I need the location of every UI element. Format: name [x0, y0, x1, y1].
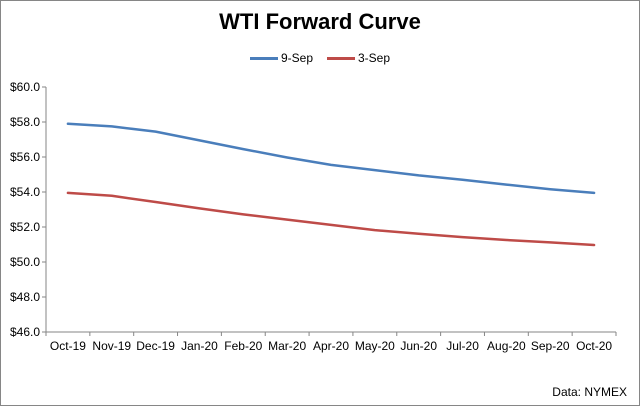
x-tick-label: Apr-20: [313, 339, 349, 353]
legend-item-series-2: 3-Sep: [327, 51, 390, 65]
y-tick-label: $52.0: [10, 220, 40, 234]
legend-label-series-2: 3-Sep: [358, 51, 391, 65]
y-tick-label: $46.0: [10, 325, 40, 339]
series-line-2: [66, 191, 596, 247]
series-line-1: [66, 122, 596, 195]
y-tick-label: $54.0: [10, 185, 40, 199]
y-tick-label: $48.0: [10, 290, 40, 304]
chart-title: WTI Forward Curve: [219, 9, 421, 34]
x-tick-label: Nov-19: [92, 339, 131, 353]
x-tick-label: Feb-20: [224, 339, 262, 353]
legend-swatch-series-1: [249, 56, 278, 60]
x-tick-label: Sep-20: [531, 339, 570, 353]
chart-legend: 9-Sep 3-Sep: [1, 51, 639, 65]
x-tick-label: Dec-19: [136, 339, 175, 353]
x-tick-label: May-20: [355, 339, 395, 353]
legend-item-series-1: 9-Sep: [249, 51, 313, 65]
y-tick-label: $58.0: [10, 115, 40, 129]
x-tick-label: Jan-20: [181, 339, 218, 353]
x-tick-label: Oct-20: [576, 339, 612, 353]
x-tick-label: Jun-20: [400, 339, 437, 353]
x-tick-label: Mar-20: [268, 339, 306, 353]
x-tick-label: Oct-19: [50, 339, 86, 353]
y-tick-label: $60.0: [10, 80, 40, 94]
y-tick-label: $50.0: [10, 255, 40, 269]
x-tick-label: Aug-20: [487, 339, 526, 353]
legend-label-series-1: 9-Sep: [280, 51, 313, 65]
y-tick-label: $56.0: [10, 150, 40, 164]
legend-swatch-series-2: [327, 56, 355, 60]
x-tick-label: Jul-20: [446, 339, 479, 353]
source-note: Data: NYMEX: [552, 385, 627, 399]
